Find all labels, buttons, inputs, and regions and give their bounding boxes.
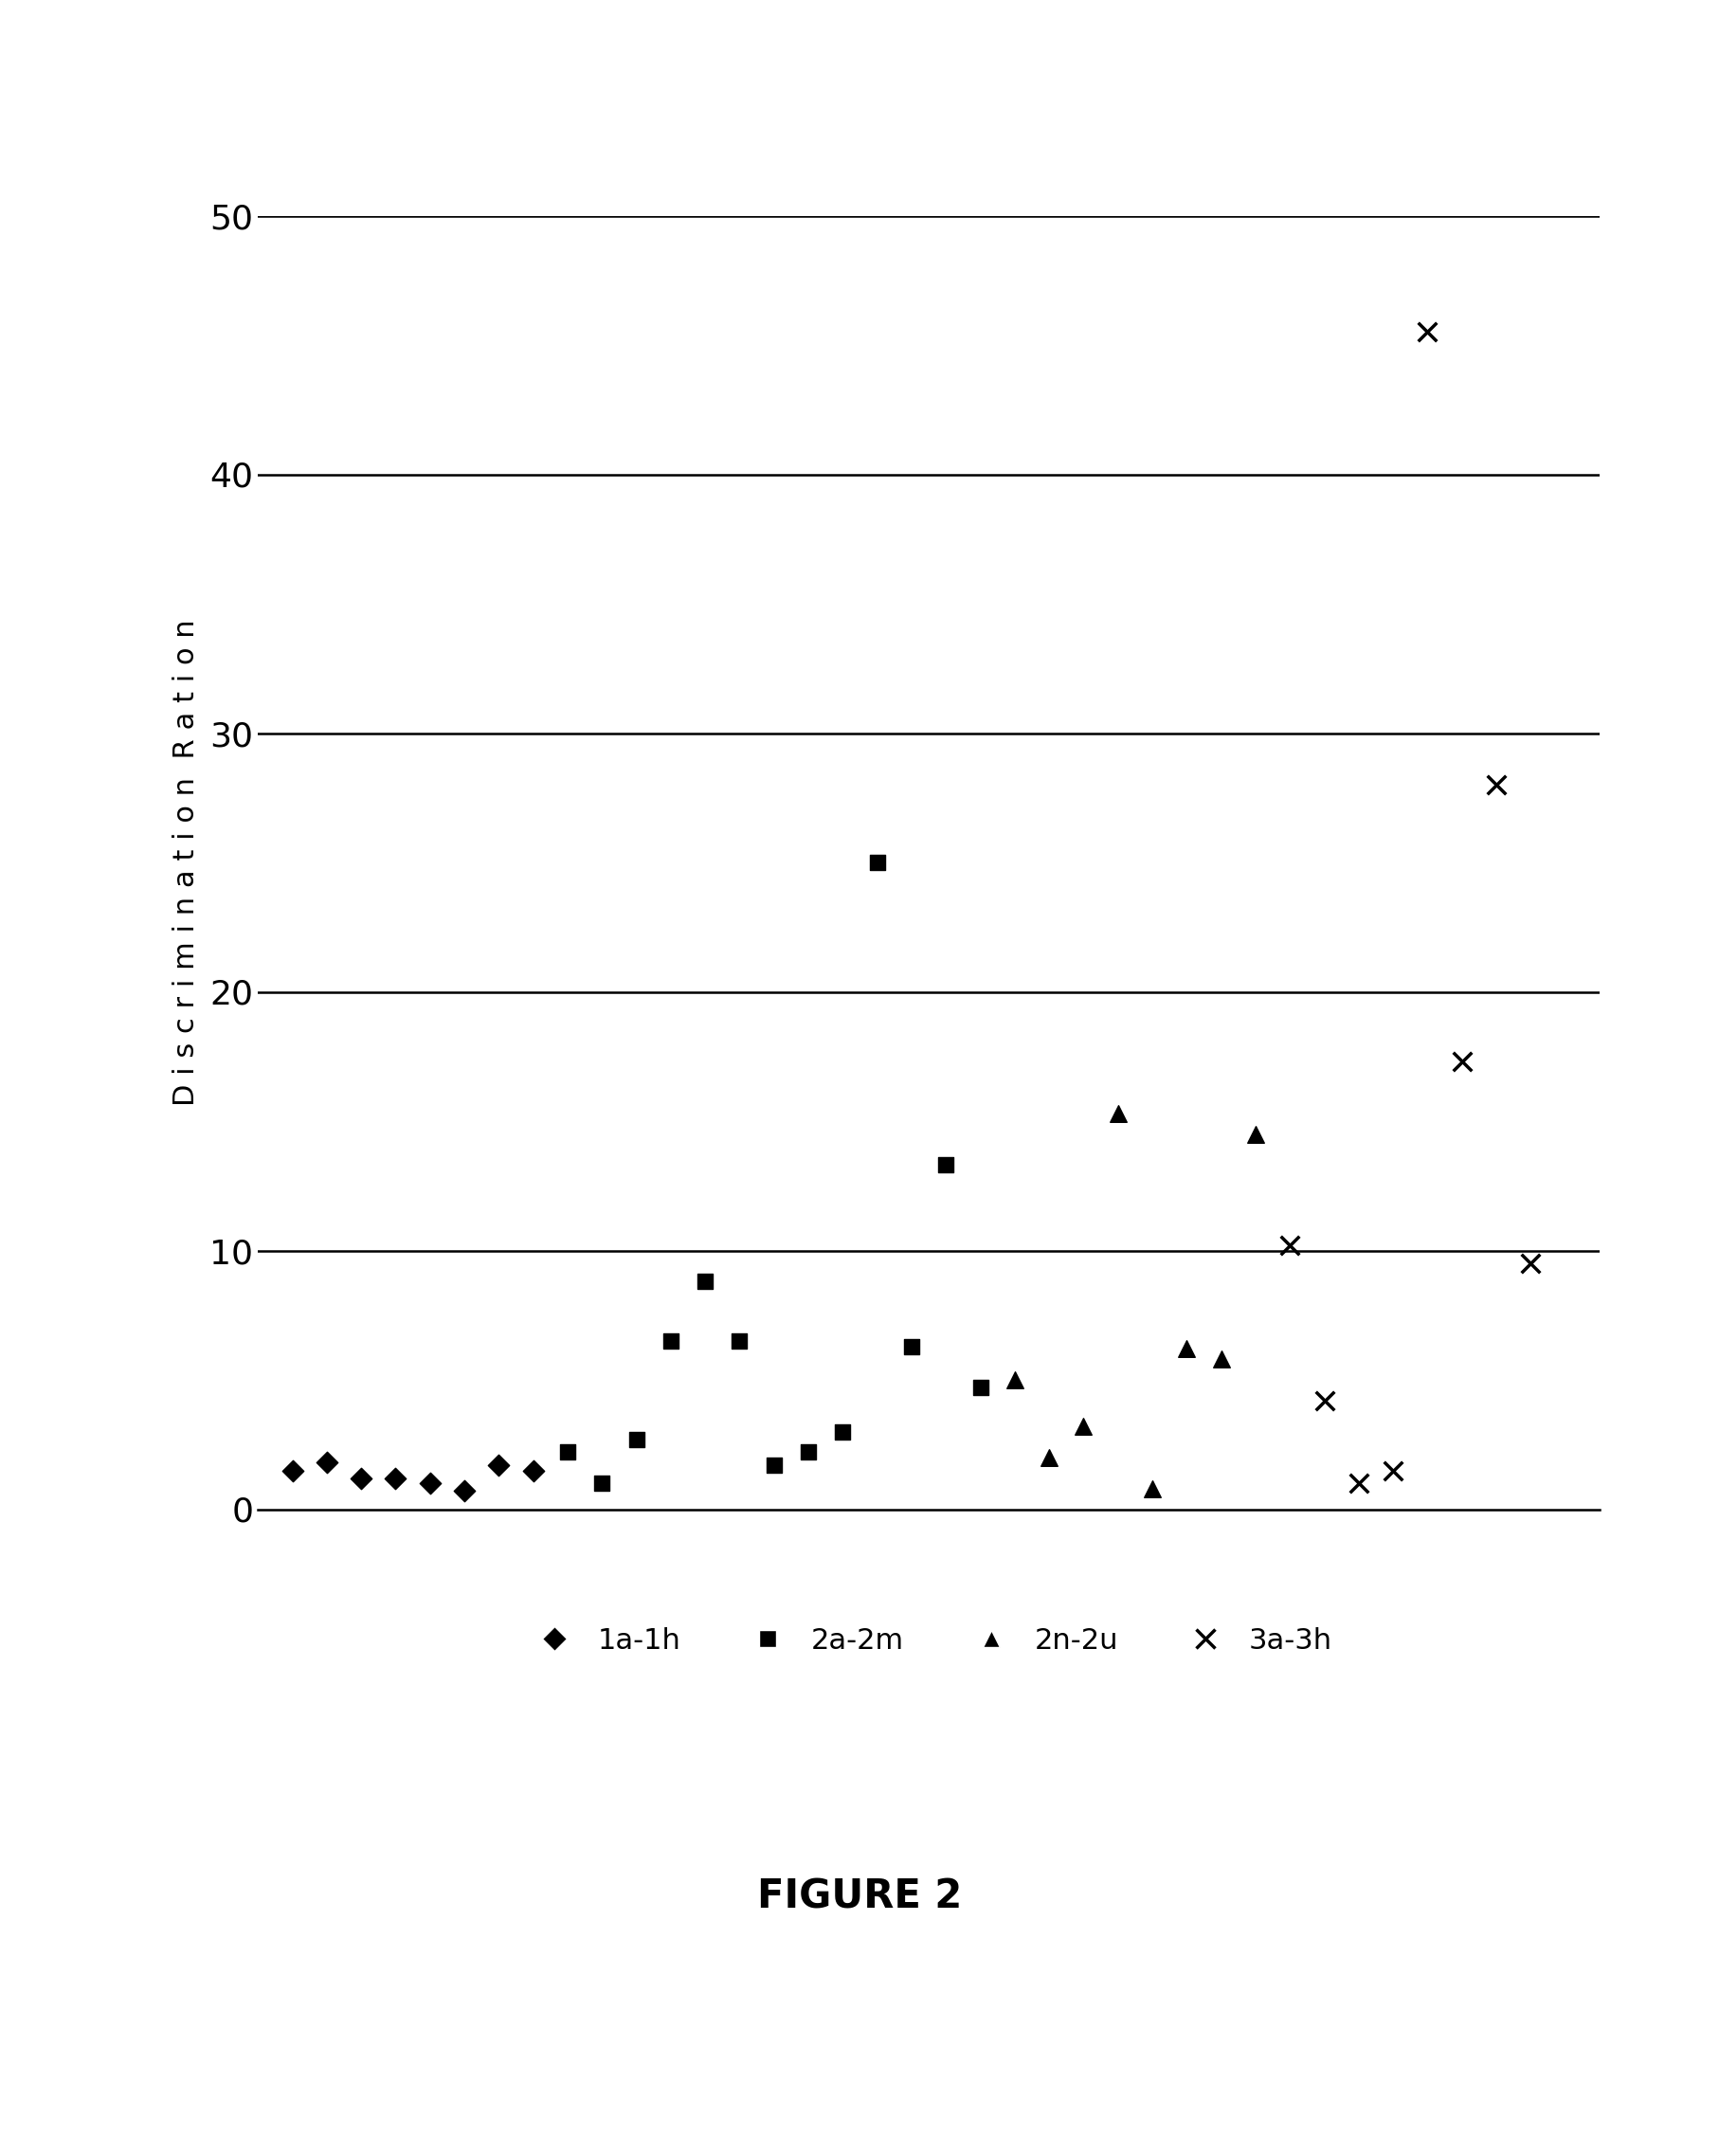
- Point: [1069, 1410, 1097, 1445]
- Point: [966, 1371, 994, 1406]
- Point: [416, 1466, 444, 1501]
- Text: FIGURE 2: FIGURE 2: [756, 1878, 963, 1917]
- Point: [588, 1466, 615, 1501]
- Point: [1413, 315, 1441, 349]
- Point: [863, 845, 890, 880]
- Point: [1275, 1229, 1303, 1263]
- Point: [1000, 1363, 1028, 1397]
- Point: [794, 1436, 822, 1470]
- Point: [657, 1324, 684, 1358]
- Point: [450, 1475, 478, 1509]
- Point: [1241, 1117, 1269, 1151]
- Point: [1035, 1440, 1062, 1475]
- Point: [1207, 1341, 1234, 1376]
- Point: [1447, 1044, 1475, 1078]
- Point: [1379, 1453, 1406, 1488]
- Point: [485, 1449, 512, 1483]
- Y-axis label: D i s c r i m i n a t i o n  R a t i o n: D i s c r i m i n a t i o n R a t i o n: [172, 619, 199, 1106]
- Point: [382, 1462, 409, 1496]
- Point: [1172, 1332, 1200, 1367]
- Point: [278, 1453, 306, 1488]
- Point: [1516, 1246, 1544, 1281]
- Point: [725, 1324, 753, 1358]
- Point: [519, 1453, 547, 1488]
- Point: [1482, 768, 1509, 802]
- Point: [897, 1328, 925, 1363]
- Point: [554, 1436, 581, 1470]
- Point: [1138, 1470, 1165, 1505]
- Point: [347, 1462, 375, 1496]
- Point: [622, 1423, 650, 1457]
- Point: [760, 1449, 787, 1483]
- Point: [691, 1263, 719, 1298]
- Point: [829, 1414, 856, 1449]
- Point: [932, 1147, 959, 1181]
- Point: [313, 1445, 340, 1479]
- Point: [1104, 1095, 1131, 1130]
- Point: [1310, 1384, 1337, 1419]
- Legend: 1a-1h, 2a-2m, 2n-2u, 3a-3h: 1a-1h, 2a-2m, 2n-2u, 3a-3h: [524, 1628, 1332, 1654]
- Point: [1344, 1466, 1372, 1501]
